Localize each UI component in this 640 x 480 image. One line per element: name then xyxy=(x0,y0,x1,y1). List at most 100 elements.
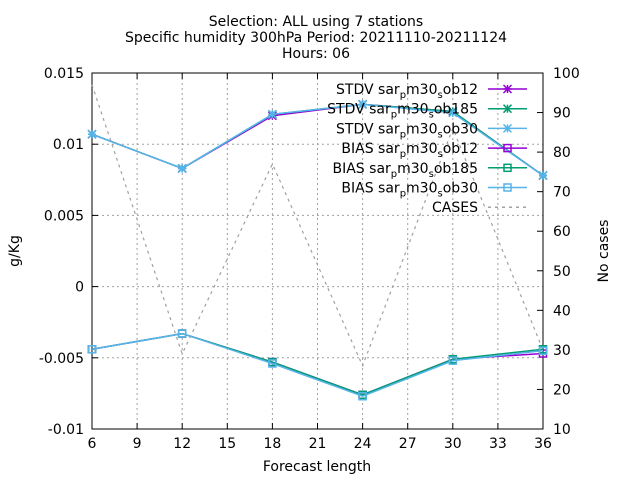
legend-subscript: p xyxy=(391,110,397,121)
y2-tick-label: 50 xyxy=(553,264,571,280)
legend-subscript: s xyxy=(438,129,443,140)
y-tick-label: 0 xyxy=(75,280,84,296)
y-tick-label: 0.01 xyxy=(53,137,84,153)
y2-tick-label: 60 xyxy=(553,224,571,240)
legend-text: STDV sar xyxy=(336,82,400,98)
x-tick-label: 27 xyxy=(399,436,417,452)
marker-stroke xyxy=(448,108,458,118)
series-line xyxy=(91,332,544,398)
legend-text: m30 xyxy=(406,121,437,137)
marker-stroke xyxy=(538,170,548,181)
legend-text: STDV sar xyxy=(336,121,400,137)
legend-subscript: p xyxy=(400,129,406,140)
legend-label-5: BIAS sarpm30sob30 xyxy=(341,181,478,200)
y2-tick-label: 70 xyxy=(553,185,571,201)
y-tick-label: 0.005 xyxy=(44,208,84,224)
legend-label-1: STDV sarpm30sob185 xyxy=(327,102,478,121)
legend-subscript: s xyxy=(429,110,434,121)
marker-stroke xyxy=(267,109,277,119)
marker-stroke xyxy=(87,129,97,139)
y-tick-label: -0.01 xyxy=(48,422,84,438)
data-point xyxy=(177,163,187,173)
title-line-1: Selection: ALL using 7 stations xyxy=(209,14,423,30)
legend-text: m30 xyxy=(406,141,437,157)
data-point xyxy=(268,359,277,368)
data-point xyxy=(358,99,368,109)
x-axis: 6 9 12 15 18 21 24 27 30 33 36 xyxy=(88,73,552,452)
legend-marker-0 xyxy=(502,84,513,94)
y2-tick-label: 40 xyxy=(553,303,571,319)
marker-stroke xyxy=(358,99,368,109)
legend-text: ob30 xyxy=(443,181,478,197)
x-tick-label: 9 xyxy=(133,436,142,452)
data-point xyxy=(87,129,97,139)
legend-subscript: p xyxy=(400,189,406,200)
x-axis-label: Forecast length xyxy=(263,459,371,475)
legend-text: m30 xyxy=(406,181,437,197)
y2-axis-label: No cases xyxy=(596,220,612,283)
legend-marker-5 xyxy=(503,183,512,192)
y-axis: -0.01 -0.005 0 0.005 0.01 0.015 xyxy=(39,66,98,438)
y-axis-label: g/Kg xyxy=(7,235,23,267)
chart-title: Selection: ALL using 7 stations Specific… xyxy=(125,14,507,62)
legend-text: ob12 xyxy=(443,141,478,157)
legend-subscript: s xyxy=(438,149,443,160)
marker-stroke xyxy=(502,104,513,114)
data-point xyxy=(448,356,458,365)
grid xyxy=(92,73,543,429)
legend-text: STDV sar xyxy=(327,102,391,118)
data-point xyxy=(87,345,97,354)
legend-subscript: p xyxy=(400,90,406,101)
legend-text: CASES xyxy=(432,200,478,216)
x-tick-label: 24 xyxy=(354,436,372,452)
series-5 xyxy=(87,329,548,401)
x-tick-label: 18 xyxy=(263,436,281,452)
data-point xyxy=(448,108,458,118)
legend-text: ob12 xyxy=(443,82,478,98)
marker-stroke xyxy=(502,84,513,94)
y2-tick-label: 80 xyxy=(553,145,571,161)
series-line xyxy=(91,84,544,368)
legend-label-6: CASES xyxy=(432,200,478,216)
series-6 xyxy=(91,84,544,368)
series-group xyxy=(87,84,548,401)
data-point xyxy=(177,329,187,338)
series-2 xyxy=(87,99,548,181)
legend-marker-2 xyxy=(502,123,513,133)
legend-text: BIAS sar xyxy=(341,181,400,197)
title-line-2: Specific humidity 300hPa Period: 2021111… xyxy=(125,30,507,46)
x-tick-label: 30 xyxy=(444,436,462,452)
y2-tick-label: 10 xyxy=(553,422,571,438)
y2-tick-label: 20 xyxy=(553,382,571,398)
legend-subscript: s xyxy=(438,90,443,101)
legend-subscript: s xyxy=(429,169,434,180)
x-tick-label: 6 xyxy=(88,436,97,452)
legend-marker-1 xyxy=(502,104,513,114)
series-line xyxy=(91,103,544,177)
y2-tick-label: 100 xyxy=(553,66,580,82)
y-tick-label: 0.015 xyxy=(44,66,84,82)
x-tick-label: 21 xyxy=(309,436,327,452)
legend-text: BIAS sar xyxy=(341,141,400,157)
legend-text: m30 xyxy=(397,161,428,177)
x-tick-label: 12 xyxy=(173,436,191,452)
data-point xyxy=(538,170,548,181)
legend-text: BIAS sar xyxy=(333,161,392,177)
legend-text: ob185 xyxy=(434,161,478,177)
legend-label-0: STDV sarpm30sob12 xyxy=(336,82,478,101)
y2-tick-label: 90 xyxy=(553,106,571,122)
marker-stroke xyxy=(177,163,187,173)
y-tick-label: -0.005 xyxy=(39,351,84,367)
data-point xyxy=(538,346,548,355)
legend-subscript: s xyxy=(438,189,443,200)
y2-tick-label: 30 xyxy=(553,343,571,359)
legend-subscript: p xyxy=(391,169,397,180)
legend-text: ob30 xyxy=(443,121,478,137)
data-point xyxy=(267,109,277,119)
legend-text: ob185 xyxy=(434,102,478,118)
legend-text: m30 xyxy=(397,102,428,118)
y2-axis: 10 20 30 40 50 60 70 80 90 100 xyxy=(537,66,580,438)
legend-text: m30 xyxy=(406,82,437,98)
